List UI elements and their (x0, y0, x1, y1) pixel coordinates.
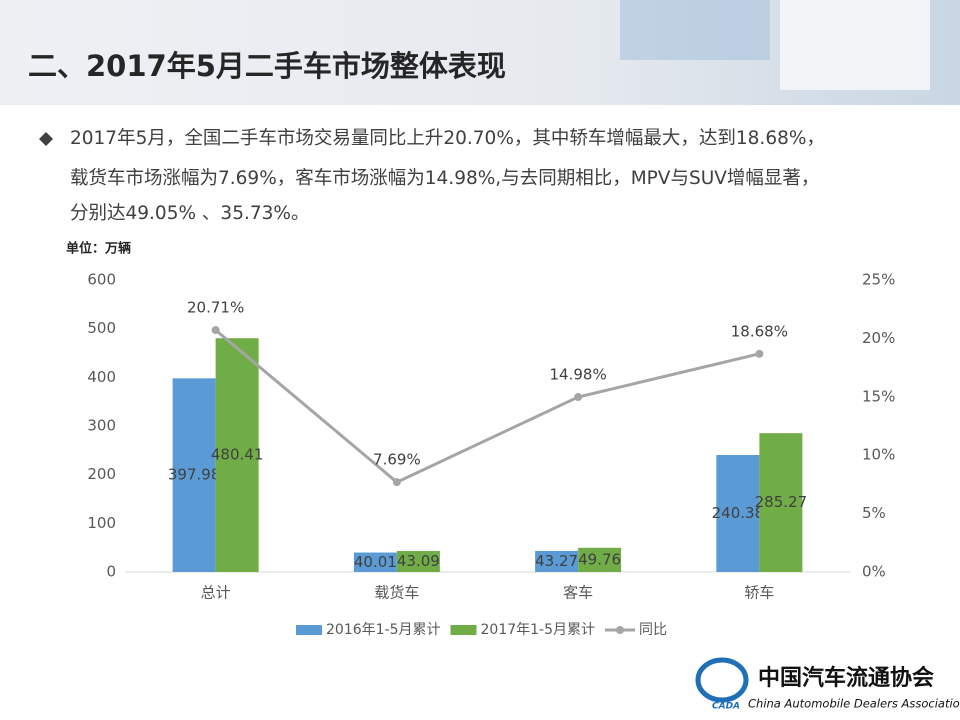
bar (759, 433, 803, 572)
bar-value-label: 40.01 (354, 553, 397, 571)
bullet-icon (39, 132, 53, 146)
x-tick-label: 载货车 (374, 584, 419, 602)
slide-title: 二、2017年5月二手车市场整体表现 (28, 49, 506, 83)
bar (353, 552, 397, 572)
y-tick-label: 100 (87, 514, 116, 532)
line-point (755, 349, 764, 358)
line-series (214, 328, 760, 484)
line-value-label: 20.71% (187, 299, 244, 317)
bar (578, 547, 622, 572)
legend-label: 同比 (639, 622, 667, 638)
bar (535, 550, 579, 572)
bar (215, 338, 259, 572)
y-tick-label: 0 (106, 563, 116, 581)
line-value-label: 7.69% (373, 451, 421, 469)
y2-tick-label: 20% (862, 329, 895, 347)
bar-value-label: 397.98 (168, 466, 221, 484)
unit-label: 单位：万辆 (66, 241, 131, 257)
x-tick-label: 总计 (201, 584, 231, 602)
line-value-label: 18.68% (731, 322, 788, 340)
y2-tick-label: 5% (862, 504, 886, 522)
bar (716, 455, 760, 572)
line-point (211, 326, 220, 335)
y2-tick-label: 10% (862, 446, 895, 464)
y-tick-label: 300 (87, 417, 116, 435)
x-tick-label: 轿车 (744, 584, 774, 602)
bar-value-label: 49.76 (578, 550, 621, 568)
logo-name-en: China Automobile Dealers Association (748, 697, 960, 711)
chart: 0 100 200 300 400 500 600 0% 5% 10% 15% 20% 25% 总计 397… (87, 271, 895, 639)
bar (172, 378, 216, 572)
legend-label: 2017年1-5月累计 (481, 622, 596, 638)
bullet-line: 分别达49.05% 、35.73%。 (70, 203, 309, 224)
x-tick-label: 客车 (563, 584, 593, 602)
bar-value-label: 43.09 (397, 552, 440, 570)
bar (396, 551, 440, 572)
line-point (574, 393, 583, 402)
y2-tick-label: 0% (862, 563, 886, 581)
y-tick-label: 600 (87, 271, 116, 289)
line-point (392, 478, 401, 487)
header-deco (620, 0, 770, 60)
legend-label: 2016年1-5月累计 (326, 622, 441, 638)
bullet-line: 2017年5月，全国二手车市场交易量同比上升20.70%，其中轿车增幅最大，达到… (70, 128, 825, 149)
bar-value-label: 480.41 (211, 446, 264, 464)
bar-value-label: 43.27 (535, 552, 578, 570)
legend-swatch (450, 625, 477, 635)
y-tick-label: 500 (87, 319, 116, 337)
header-deco (780, 0, 930, 90)
y-tick-label: 200 (87, 465, 116, 483)
logo-emblem (695, 657, 749, 703)
bar-value-label: 285.27 (755, 493, 808, 511)
logo-abbr: CADA (712, 702, 740, 712)
logo: CADA 中国汽车流通协会 China Automobile Dealers A… (695, 657, 960, 712)
legend-swatch (296, 625, 322, 635)
y2-tick-label: 15% (862, 387, 895, 405)
y2-tick-label: 25% (862, 271, 895, 289)
legend-swatch (616, 626, 624, 634)
line-value-label: 14.98% (550, 366, 607, 384)
logo-name-cn: 中国汽车流通协会 (758, 665, 934, 691)
bar-value-label: 240.38 (712, 504, 765, 522)
bullet-line: 载货车市场涨幅为7.69%，客车市场涨幅为14.98%,与去同期相比，MPV与S… (70, 168, 819, 189)
y-tick-label: 400 (87, 368, 116, 386)
